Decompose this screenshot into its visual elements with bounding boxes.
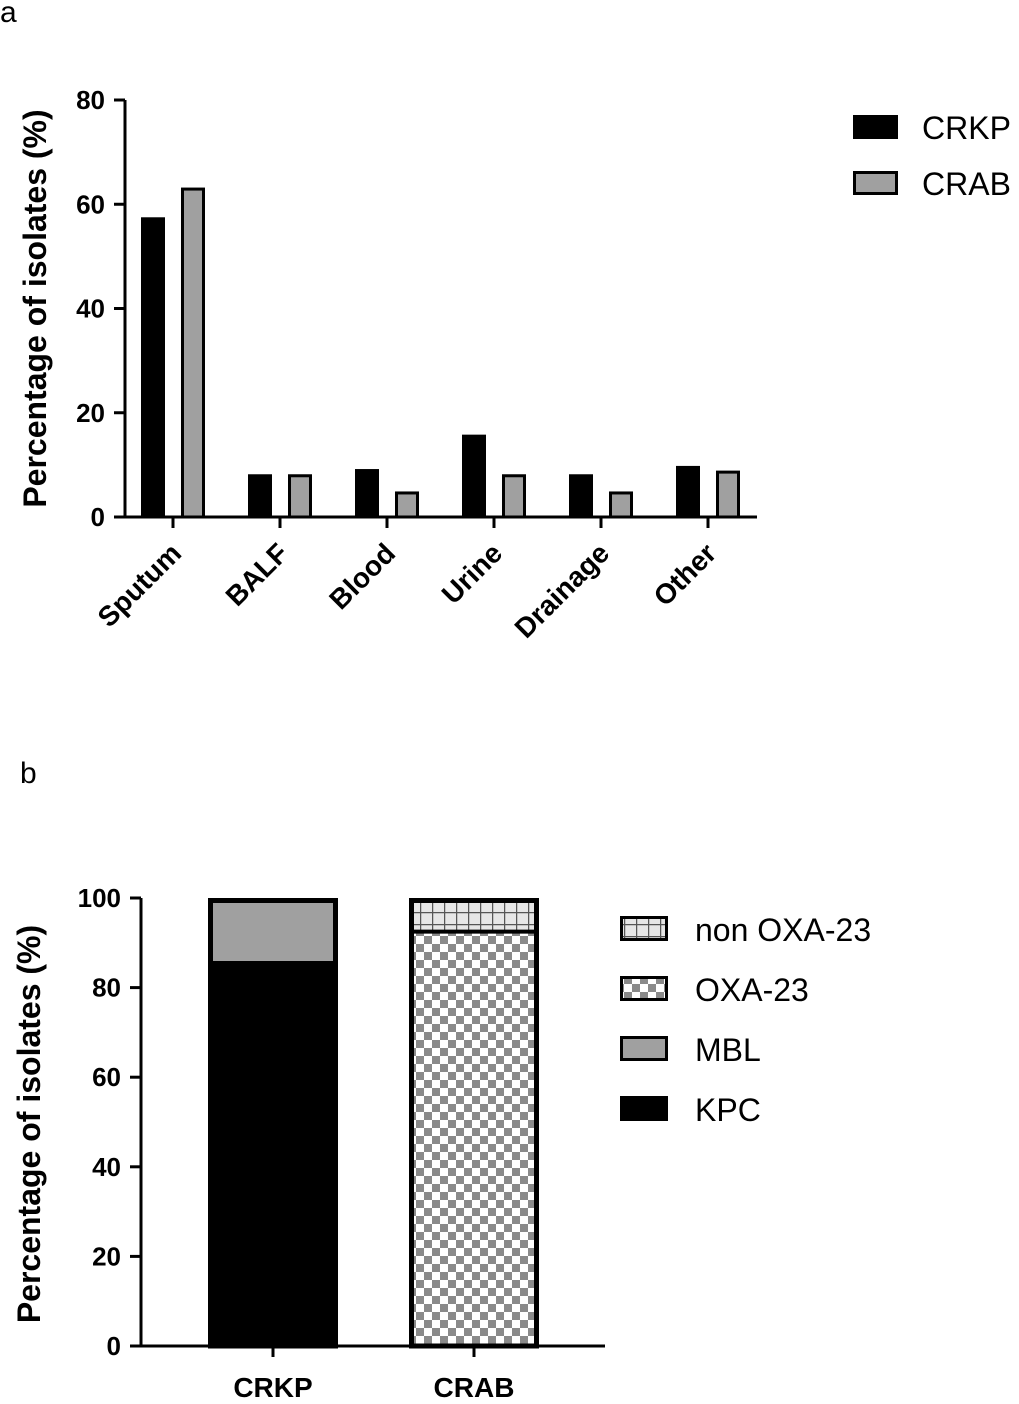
legend-label-mbl: MBL xyxy=(695,1032,761,1068)
x-category-label: Urine xyxy=(436,537,509,610)
x-category-label: CRKP xyxy=(233,1372,312,1403)
legend-swatch-non-oxa-23 xyxy=(620,916,668,941)
y-tick-label: 0 xyxy=(107,1331,121,1361)
bar-crab xyxy=(395,491,419,519)
segment-non-oxa-23 xyxy=(409,898,539,932)
legend-swatch-mbl xyxy=(620,1036,668,1061)
y-tick-label: 80 xyxy=(76,85,105,115)
legend-swatch-crkp xyxy=(853,115,898,139)
bar-outline xyxy=(409,898,539,1349)
bar-crab xyxy=(181,187,205,519)
x-category-label: Blood xyxy=(323,537,401,615)
x-category-label: Drainage xyxy=(509,537,616,644)
x-category-label: CRAB xyxy=(434,1372,515,1403)
y-tick-label: 60 xyxy=(76,189,105,219)
bar-crkp xyxy=(569,474,593,517)
bar-crab xyxy=(716,470,740,519)
x-category-label: Other xyxy=(648,537,723,612)
bar-crkp xyxy=(462,434,486,517)
legend-label-kpc: KPC xyxy=(695,1092,761,1128)
y-tick-label: 40 xyxy=(76,294,105,324)
bar-crab xyxy=(288,474,312,519)
y-tick-label: 0 xyxy=(91,502,105,532)
legend-swatch-kpc xyxy=(620,1096,668,1121)
bar-outline xyxy=(208,898,338,1349)
bar-crkp xyxy=(355,469,379,517)
y-tick-label: 60 xyxy=(92,1062,121,1092)
segment-mbl xyxy=(208,898,338,963)
y-axis-label: Percentage of isolates (%) xyxy=(11,925,47,1323)
segment-oxa-23 xyxy=(409,931,539,1346)
legend-label-crkp: CRKP xyxy=(922,110,1011,146)
bar-crab xyxy=(609,491,633,519)
legend-label-non-oxa-23: non OXA-23 xyxy=(695,912,871,948)
x-category-label: Sputum xyxy=(92,537,188,633)
y-tick-label: 20 xyxy=(92,1241,121,1271)
chart-a: 0 20 40 60 80 Percentage of isolates (%) Sputu… xyxy=(17,85,1011,644)
segment-kpc xyxy=(208,962,338,1346)
x-category-label: BALF xyxy=(220,537,295,612)
y-tick-label: 40 xyxy=(92,1152,121,1182)
y-tick-label: 100 xyxy=(78,883,121,913)
y-axis-label: Percentage of isolates (%) xyxy=(17,109,53,507)
bar-crkp xyxy=(141,217,165,517)
y-tick-label: 20 xyxy=(76,398,105,428)
bar-crkp xyxy=(676,465,700,517)
bar-crkp xyxy=(248,474,272,517)
y-tick-label: 80 xyxy=(92,973,121,1003)
legend-swatch-crab xyxy=(853,171,898,195)
chart-b: 0 20 40 60 80 100 Percentage of isolates (%) CR… xyxy=(11,883,871,1403)
legend-label-oxa-23: OXA-23 xyxy=(695,972,809,1008)
legend-swatch-oxa-23 xyxy=(620,976,668,1001)
panel-label-a: a xyxy=(0,0,17,29)
panel-label-b: b xyxy=(20,757,37,790)
bar-crab xyxy=(502,474,526,519)
legend-label-crab: CRAB xyxy=(922,166,1011,202)
